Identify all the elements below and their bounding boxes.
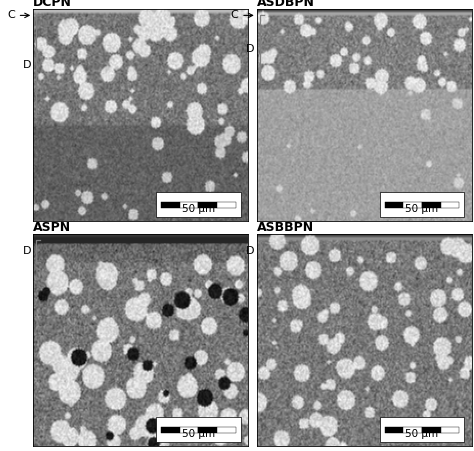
Text: 50 μm: 50 μm	[405, 428, 438, 439]
Text: 50 μm: 50 μm	[182, 203, 215, 214]
Bar	[380, 418, 465, 442]
Bar	[441, 428, 459, 433]
Text: ASPN: ASPN	[33, 221, 71, 234]
Bar	[217, 428, 236, 433]
Text: C: C	[230, 10, 253, 20]
Bar	[441, 202, 459, 208]
Text: 50 μm: 50 μm	[182, 428, 215, 439]
Bar	[422, 428, 441, 433]
Text: D: D	[246, 44, 255, 55]
Text: C: C	[7, 10, 29, 20]
Bar	[161, 428, 180, 433]
Text: D: D	[23, 246, 31, 256]
Text: ASBBPN: ASBBPN	[257, 221, 314, 234]
Text: DCPN: DCPN	[33, 0, 72, 9]
Bar	[161, 202, 180, 208]
Text: 50 μm: 50 μm	[405, 203, 438, 214]
Bar	[199, 428, 217, 433]
Bar	[180, 428, 199, 433]
Bar	[384, 202, 403, 208]
Bar	[403, 428, 422, 433]
Bar	[403, 202, 422, 208]
Bar	[156, 418, 241, 442]
Bar	[217, 202, 236, 208]
Bar	[180, 202, 199, 208]
Text: D: D	[23, 60, 31, 70]
Bar	[199, 202, 217, 208]
Bar	[380, 192, 465, 217]
Text: D: D	[246, 246, 255, 256]
Bar	[384, 428, 403, 433]
Bar	[422, 202, 441, 208]
Bar	[156, 192, 241, 217]
Text: ASDBPN: ASDBPN	[257, 0, 315, 9]
